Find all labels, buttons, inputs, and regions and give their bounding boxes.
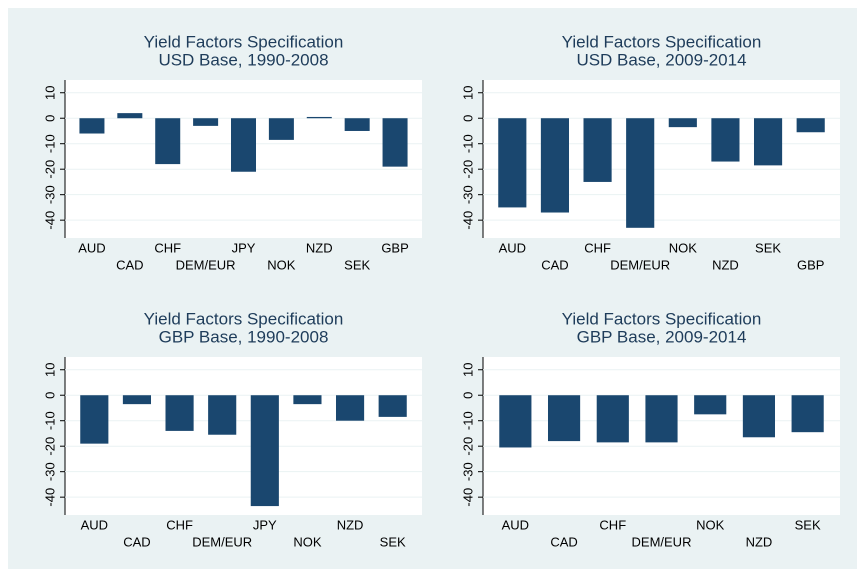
bar: [498, 118, 527, 208]
bar: [230, 118, 257, 172]
bar: [742, 395, 776, 438]
y-tick-label: -40: [460, 211, 475, 230]
bar: [596, 395, 629, 443]
x-tick-label: NZD: [337, 517, 364, 532]
x-tick-label: CAD: [123, 534, 150, 549]
x-tick-label: NOK: [267, 257, 296, 272]
bar: [694, 395, 727, 415]
bar: [193, 118, 219, 126]
x-tick-label: DEM/EUR: [632, 534, 692, 549]
bar: [306, 116, 332, 119]
bar: [583, 118, 612, 182]
bar: [645, 395, 678, 443]
y-tick-label: -20: [42, 160, 57, 179]
y-tick-label: 10: [460, 363, 475, 377]
x-tick-label: CHF: [166, 517, 193, 532]
plot-area: [483, 80, 840, 238]
x-tick-label: NOK: [696, 517, 725, 532]
x-tick-label: GBP: [381, 240, 408, 255]
x-tick-label: CAD: [541, 257, 568, 272]
y-tick-label: -10: [460, 134, 475, 153]
x-tick-label: SEK: [344, 257, 370, 272]
x-tick-label: CAD: [550, 534, 577, 549]
chart-title: Yield Factors Specification: [562, 309, 762, 328]
x-tick-label: DEM/EUR: [176, 257, 236, 272]
x-tick-label: CHF: [599, 517, 626, 532]
chart-subtitle: GBP Base, 1990-2008: [159, 327, 329, 346]
bar: [250, 395, 279, 507]
y-tick-label: -40: [42, 488, 57, 507]
y-tick-label: 10: [460, 86, 475, 100]
x-tick-label: JPY: [253, 517, 277, 532]
bar: [791, 395, 824, 433]
bar: [540, 118, 570, 213]
y-tick-label: -30: [42, 185, 57, 204]
bar: [668, 118, 697, 128]
bar: [80, 395, 109, 444]
bar: [382, 118, 408, 167]
plot-area: [65, 357, 422, 515]
y-tick-label: 0: [460, 115, 475, 122]
bar: [79, 118, 105, 134]
bar: [293, 395, 322, 405]
x-tick-label: SEK: [380, 534, 406, 549]
bar: [796, 118, 825, 133]
y-tick-label: 0: [460, 392, 475, 399]
y-tick-label: 0: [42, 392, 57, 399]
x-tick-label: GBP: [797, 257, 824, 272]
bar: [547, 395, 581, 442]
x-tick-label: NZD: [712, 257, 739, 272]
bar: [122, 395, 152, 405]
bar: [208, 395, 237, 435]
bar: [378, 395, 407, 417]
y-tick-label: 0: [42, 115, 57, 122]
y-tick-label: -30: [42, 462, 57, 481]
y-tick-label: -40: [42, 211, 57, 230]
y-tick-label: -20: [42, 437, 57, 456]
y-tick-label: -10: [460, 411, 475, 430]
bar: [155, 118, 181, 165]
y-tick-label: 10: [42, 86, 57, 100]
y-tick-label: -30: [460, 462, 475, 481]
y-tick-label: 10: [42, 363, 57, 377]
x-tick-label: JPY: [232, 240, 256, 255]
bar: [626, 118, 655, 228]
x-tick-label: CHF: [154, 240, 181, 255]
x-tick-label: CHF: [584, 240, 611, 255]
chart-subtitle: USD Base, 1990-2008: [158, 50, 328, 69]
bar: [344, 118, 370, 131]
x-tick-label: SEK: [755, 240, 781, 255]
x-tick-label: NOK: [293, 534, 322, 549]
bar: [268, 118, 294, 140]
y-tick-label: -20: [460, 437, 475, 456]
bar: [711, 118, 740, 162]
x-tick-label: NZD: [306, 240, 333, 255]
bar: [335, 395, 365, 421]
x-tick-label: NZD: [746, 534, 773, 549]
y-tick-label: -20: [460, 160, 475, 179]
x-tick-label: SEK: [795, 517, 821, 532]
x-tick-label: NOK: [669, 240, 698, 255]
x-tick-label: AUD: [502, 517, 529, 532]
bar: [165, 395, 194, 431]
x-tick-label: AUD: [81, 517, 108, 532]
chart-title: Yield Factors Specification: [144, 32, 344, 51]
chart-title: Yield Factors Specification: [562, 32, 762, 51]
bar: [117, 113, 143, 119]
y-tick-label: -10: [42, 411, 57, 430]
x-tick-label: AUD: [78, 240, 105, 255]
chart-title: Yield Factors Specification: [144, 309, 344, 328]
y-tick-label: -10: [42, 134, 57, 153]
y-tick-label: -40: [460, 488, 475, 507]
x-tick-label: AUD: [499, 240, 526, 255]
x-tick-label: DEM/EUR: [610, 257, 670, 272]
bar: [499, 395, 532, 448]
chart-subtitle: GBP Base, 2009-2014: [577, 327, 747, 346]
y-tick-label: -30: [460, 185, 475, 204]
chart-subtitle: USD Base, 2009-2014: [576, 50, 746, 69]
x-tick-label: DEM/EUR: [192, 534, 252, 549]
x-tick-label: CAD: [116, 257, 143, 272]
bar: [753, 118, 783, 166]
